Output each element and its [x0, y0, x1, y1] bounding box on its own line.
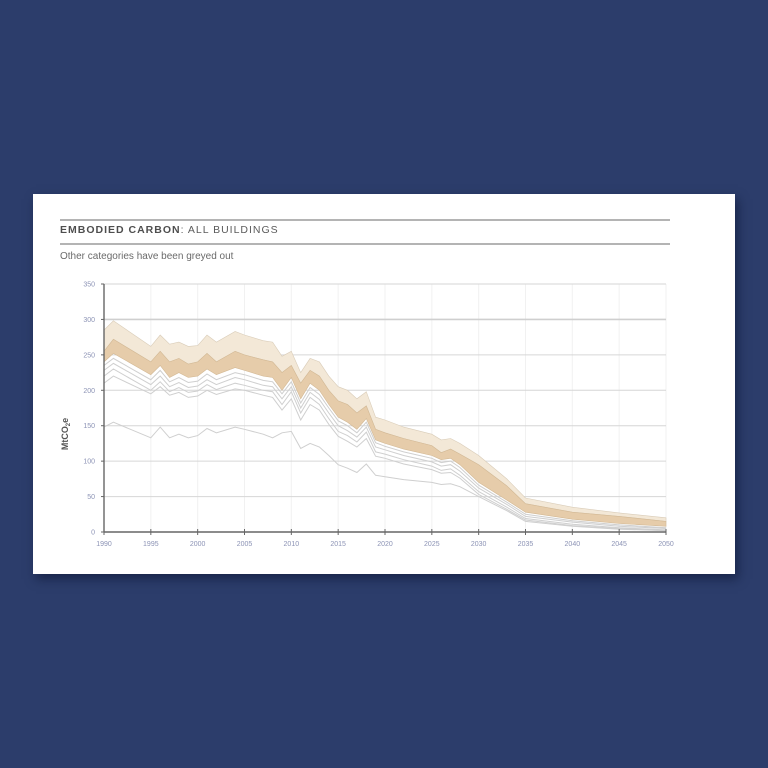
y-tick-label: 200 — [83, 388, 95, 395]
chart-title-bold: EMBODIED CARBON — [60, 224, 181, 236]
x-tick-label: 2030 — [471, 541, 487, 548]
y-tick-label: 50 — [87, 494, 95, 501]
y-tick-label: 150 — [83, 423, 95, 430]
chart-title: EMBODIED CARBON: ALL BUILDINGS — [60, 224, 279, 236]
gridlines — [103, 283, 667, 532]
y-tick-label: 250 — [83, 352, 95, 359]
grey-series-line — [103, 368, 667, 531]
greyed-out-series — [103, 357, 667, 532]
y-axis-title: MtCO2e — [60, 418, 72, 450]
x-tick-label: 2050 — [658, 541, 674, 548]
chart-plot: 0 50 100 150 200 250 300 350 1990 1995 2000 2005 201… — [60, 282, 674, 549]
x-tick-label: 2040 — [565, 541, 581, 548]
x-tick-label: 1990 — [96, 541, 112, 548]
chart-card: EMBODIED CARBON: ALL BUILDINGS Other cat… — [33, 194, 735, 574]
x-tick-label: 2000 — [190, 541, 206, 548]
title-rule-bottom — [60, 243, 670, 245]
x-tick-label: 2015 — [330, 541, 346, 548]
y-tick-label: 300 — [83, 317, 95, 324]
y-tick-label: 350 — [83, 282, 95, 289]
x-tick-label: 1995 — [143, 541, 159, 548]
x-tick-label: 2010 — [284, 541, 300, 548]
dark-band — [103, 338, 667, 527]
x-tick-label: 2025 — [424, 541, 440, 548]
grey-series-line — [103, 421, 667, 532]
grey-series-line — [103, 362, 667, 529]
x-tick-label: 2045 — [611, 541, 627, 548]
grey-series-line — [103, 375, 667, 532]
grey-series-line — [103, 357, 667, 529]
chart-subtitle: Other categories have been greyed out — [60, 251, 234, 262]
title-rule-top — [60, 219, 670, 221]
y-tick-label: 100 — [83, 459, 95, 466]
x-tick-label: 2020 — [377, 541, 393, 548]
highlight-bands — [103, 320, 667, 527]
x-tick-label: 2035 — [518, 541, 534, 548]
x-tick-label: 2005 — [237, 541, 253, 548]
axes: 0 50 100 150 200 250 300 350 1990 1995 2000 2005 201… — [83, 282, 674, 549]
chart-title-rest: ALL BUILDINGS — [184, 224, 279, 236]
y-tick-label: 0 — [91, 530, 95, 537]
chart-title-sep: : — [180, 224, 185, 236]
